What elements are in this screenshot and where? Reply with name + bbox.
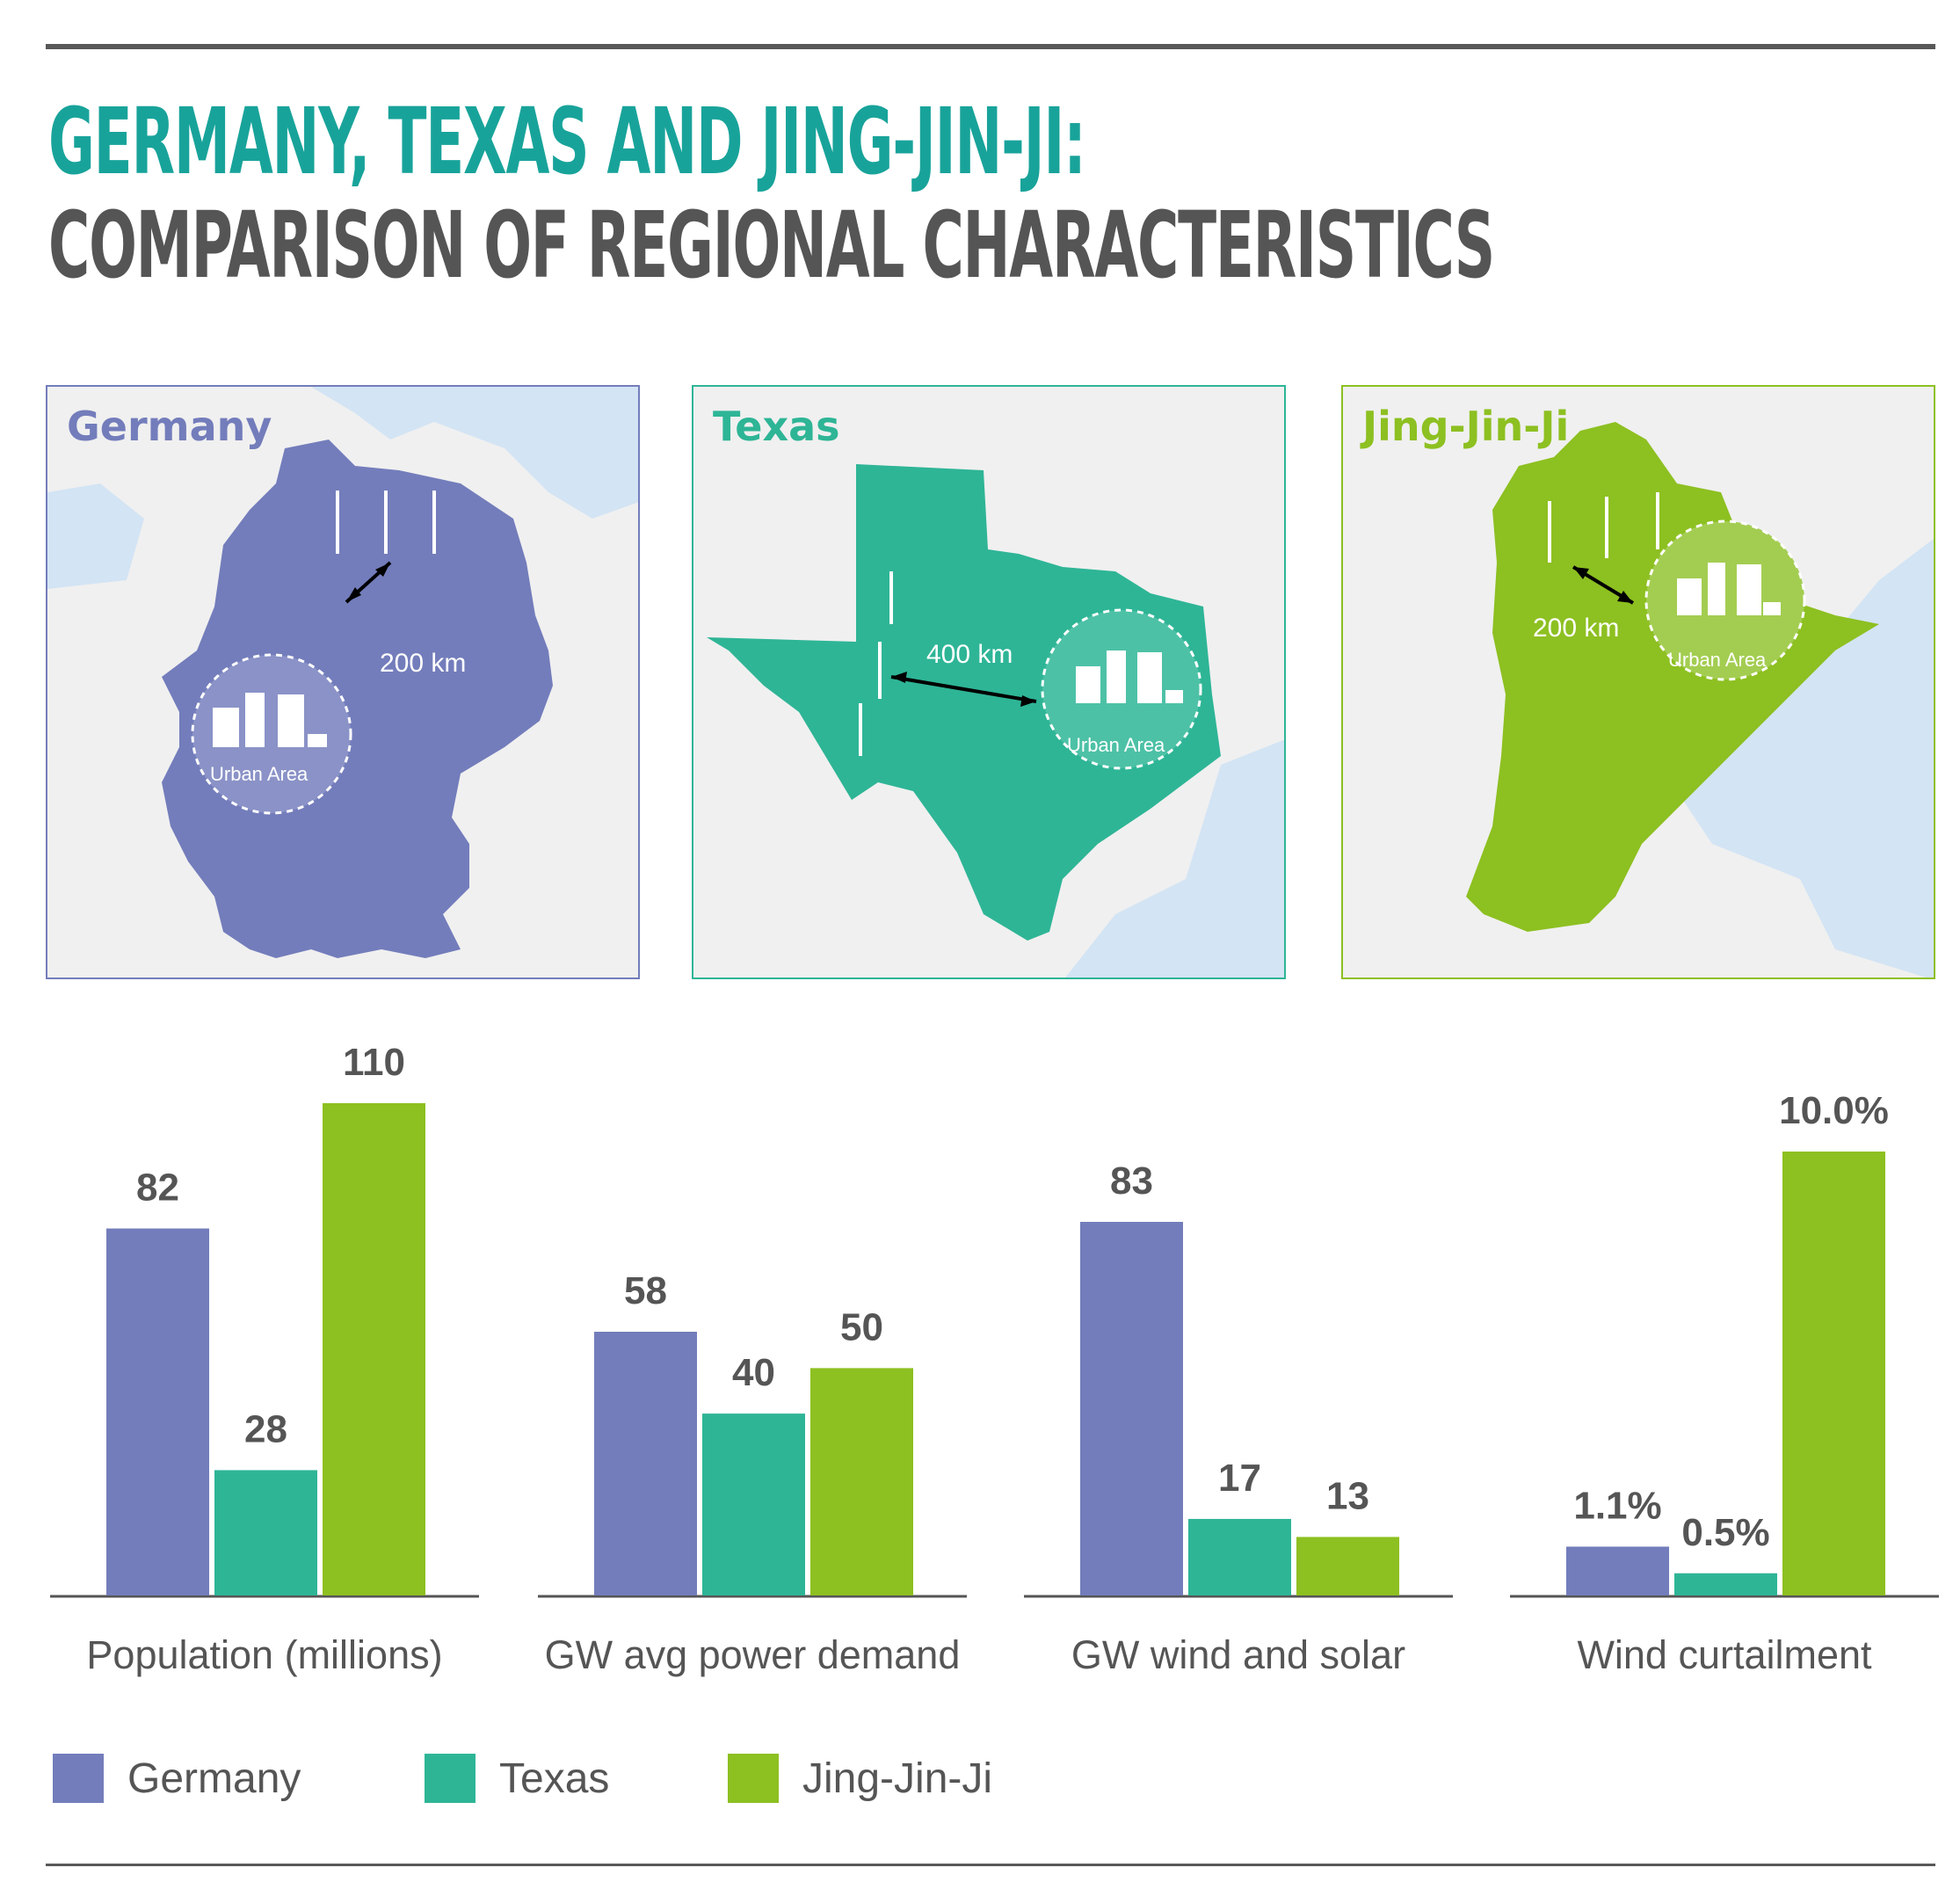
distance-label-texas: 400 km [926,640,1013,669]
bar-wind-curtailment-jing-jin-ji [1782,1152,1885,1595]
bar-wind-curtailment-texas [1674,1573,1777,1595]
legend-label-texas: Texas [499,1755,610,1802]
map-panel-jing-jin-ji: Jing-Jin-Ji 200 km Urban Area [1341,385,1935,979]
data-label-population-millions-germany: 82 [136,1166,179,1210]
data-label-gw-wind-and-solar-germany: 83 [1110,1159,1153,1203]
bar-gw-avg-power-demand-jing-jin-ji [810,1368,913,1595]
data-label-gw-wind-and-solar-texas: 17 [1218,1457,1261,1500]
panel-label-germany: Germany [67,403,272,450]
legend-swatch-texas [425,1754,475,1803]
texas-map [693,387,1284,977]
bar-gw-wind-and-solar-jing-jin-ji [1296,1537,1399,1595]
urban-area-label-germany: Urban Area [210,763,309,785]
bar-population-millions-jing-jin-ji [323,1103,425,1595]
title-line-1: GERMANY, TEXAS AND JING-JIN-JI: [48,88,1086,195]
bar-charts: 82 28 110 Population (millions) 58 40 50 GW avg… [50,1041,1939,1677]
data-label-wind-curtailment-texas: 0.5% [1681,1511,1769,1554]
top-rule [46,44,1935,49]
data-label-population-millions-texas: 28 [244,1407,287,1450]
bar-gw-wind-and-solar-texas [1188,1518,1291,1595]
bar-wind-curtailment-germany [1566,1546,1669,1595]
axis-label-wind-curtailment: Wind curtailment [1577,1632,1872,1677]
urban-area-label-texas: Urban Area [1067,734,1165,756]
data-label-gw-avg-power-demand-jing-jin-ji: 50 [840,1305,883,1348]
germany-map [47,387,638,977]
bar-gw-wind-and-solar-germany [1080,1222,1183,1595]
bar-population-millions-texas [214,1470,317,1595]
data-label-wind-curtailment-germany: 1.1% [1573,1484,1661,1527]
jing-jin-ji-map [1343,387,1934,977]
bar-gw-avg-power-demand-texas [702,1413,805,1595]
bottom-rule [46,1864,1935,1866]
title-line-2: COMPARISON OF REGIONAL CHARACTERISTICS [48,192,1495,299]
map-panel-germany: Germany 200 km Urban Area [46,385,640,979]
panel-label-jing-jin-ji: Jing-Jin-Ji [1362,403,1570,450]
data-label-gw-wind-and-solar-jing-jin-ji: 13 [1326,1474,1369,1517]
distance-label-jing-jin-ji: 200 km [1533,614,1620,643]
panel-label-texas: Texas [713,403,840,450]
data-label-wind-curtailment-jing-jin-ji: 10.0% [1779,1089,1889,1132]
bar-gw-avg-power-demand-germany [594,1332,697,1595]
legend-swatch-germany [53,1754,104,1803]
map-panel-texas: Texas 400 km Urban Area [692,385,1286,979]
urban-area-label-jing-jin-ji: Urban Area [1668,649,1767,671]
data-label-gw-avg-power-demand-germany: 58 [624,1269,667,1312]
axis-label-gw-wind-and-solar: GW wind and solar [1071,1632,1405,1677]
axis-label-population-millions: Population (millions) [86,1632,442,1677]
legend-label-germany: Germany [127,1755,301,1802]
distance-label-germany: 200 km [380,649,467,678]
bar-population-millions-germany [106,1228,209,1595]
data-label-gw-avg-power-demand-texas: 40 [732,1351,775,1394]
axis-label-gw-avg-power-demand: GW avg power demand [545,1632,961,1677]
legend-swatch-jing-jin-ji [728,1754,779,1803]
data-label-population-millions-jing-jin-ji: 110 [343,1041,405,1084]
legend-label-jing-jin-ji: Jing-Jin-Ji [802,1755,993,1802]
